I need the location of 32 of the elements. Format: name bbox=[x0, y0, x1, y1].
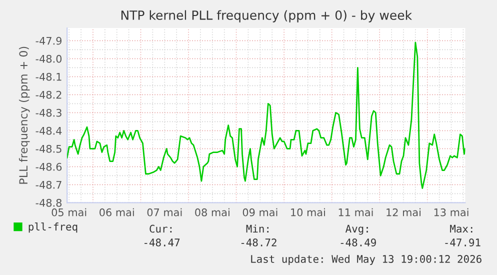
x-tick-label: 08 mai bbox=[195, 208, 230, 216]
text: Max: bbox=[450, 224, 472, 233]
text: -48.47 bbox=[144, 238, 180, 246]
text: Last update: Wed May 13 19:00:12 2026 bbox=[251, 254, 482, 265]
x-tick-label: 11 mai bbox=[338, 208, 373, 216]
text: -48.72 bbox=[241, 238, 276, 246]
x-tick-label: 13 mai bbox=[434, 208, 468, 216]
x-tick-label: 09 mai bbox=[242, 208, 278, 216]
chart-title: NTP kernel PLL frequency (ppm + 0) - by week bbox=[121, 10, 412, 22]
legend-label: pll-freq bbox=[28, 222, 78, 233]
y-tick-label: -48.5 bbox=[36, 144, 62, 153]
y-tick-label: -48.1 bbox=[36, 72, 62, 81]
y-tick-label: -48.0 bbox=[36, 54, 62, 63]
x-tick-label: 05 mai bbox=[52, 208, 86, 216]
y-axis-title: PLL frequency (ppm + 0) bbox=[18, 46, 30, 184]
x-tick-label: 06 mai bbox=[100, 208, 134, 216]
y-tick-label: -48.8 bbox=[36, 198, 62, 207]
text: -48.49 bbox=[340, 238, 376, 246]
y-tick-label: -48.2 bbox=[36, 90, 62, 99]
y-tick-label: -48.4 bbox=[36, 126, 62, 135]
x-tick-label: 07 mai bbox=[147, 208, 182, 216]
y-tick-label: -48.3 bbox=[36, 108, 62, 117]
x-tick-label: 10 mai bbox=[291, 208, 325, 216]
text: Cur: bbox=[150, 224, 172, 233]
line-series bbox=[67, 42, 466, 189]
y-tick-label: -48.6 bbox=[36, 162, 62, 171]
text: -47.91 bbox=[445, 238, 480, 246]
y-tick-label: -47.9 bbox=[36, 36, 62, 45]
text: Min: bbox=[246, 224, 268, 233]
y-tick-label: -48.7 bbox=[36, 180, 62, 189]
text: Avg: bbox=[345, 224, 368, 235]
x-tick-label: 12 mai bbox=[386, 208, 421, 216]
